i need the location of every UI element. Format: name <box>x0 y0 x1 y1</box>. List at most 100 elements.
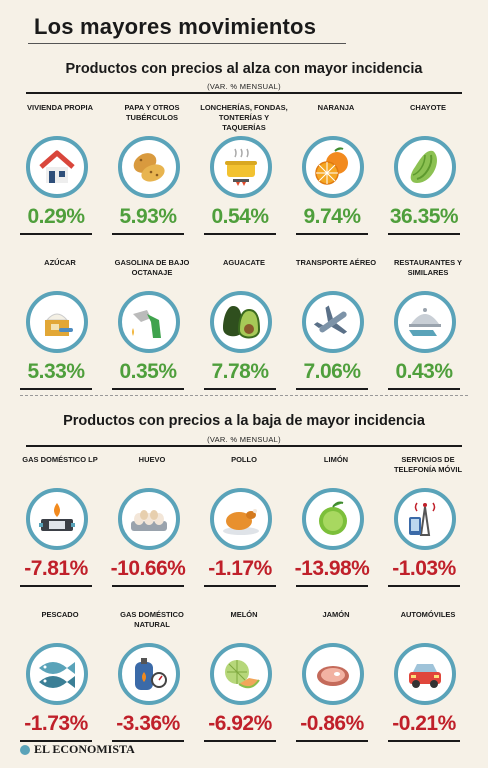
brand-name: EL ECONOMISTA <box>34 742 135 756</box>
eggs-icon <box>118 488 180 550</box>
value-underline <box>20 233 92 235</box>
item-value: 0.35% <box>119 360 177 383</box>
item-label: GAS DOMÉSTICO NATURAL <box>120 610 184 629</box>
fuel-nozzle-icon <box>118 291 180 353</box>
item-label: AUTOMÓVILES <box>400 610 456 619</box>
value-underline <box>112 233 184 235</box>
item-label: MELÓN <box>230 610 258 619</box>
down-item-pollo: POLLO -1.17% <box>198 455 290 610</box>
item-label: VIVIENDA PROPIA <box>27 103 93 112</box>
item-value: -1.17% <box>208 557 272 580</box>
down-item-gas-lp: GAS DOMÉSTICO LP -7.81% <box>14 455 106 610</box>
up-grid: VIVIENDA PROPIA 0.29% PAPA Y OTROS TUBÉR… <box>0 103 488 413</box>
value-underline <box>388 388 460 390</box>
item-label: LIMÓN <box>323 455 349 464</box>
value-underline <box>204 740 276 742</box>
melon-icon <box>210 643 272 705</box>
up-item-loncherias: LONCHERÍAS, FONDAS, TONTERÍAS Y TAQUERÍA… <box>198 103 290 258</box>
item-label: GASOLINA DE BAJO OCTANAJE <box>114 258 190 277</box>
item-value: -1.73% <box>24 712 88 735</box>
up-item-gasolina: GASOLINA DE BAJO OCTANAJE 0.35% <box>106 258 198 413</box>
down-item-huevo: HUEVO -10.66% <box>106 455 198 610</box>
item-label: HUEVO <box>138 455 166 464</box>
item-value: -7.81% <box>24 557 88 580</box>
section-divider <box>20 395 468 396</box>
up-heading: Productos con precios al alza con mayor … <box>65 61 423 77</box>
up-item-papa: PAPA Y OTROS TUBÉRCULOS 5.93% <box>106 103 198 258</box>
up-item-naranja: NARANJA 9.74% <box>290 103 382 258</box>
item-label: JAMÓN <box>322 610 350 619</box>
item-value: 7.78% <box>211 360 269 383</box>
up-rule <box>26 92 462 94</box>
value-underline <box>296 740 368 742</box>
value-underline <box>20 585 92 587</box>
item-value: 0.43% <box>395 360 453 383</box>
down-subheading: (VAR. % MENSUAL) <box>207 435 281 444</box>
up-item-restaurantes: RESTAURANTES Y SIMILARES 0.43% <box>382 258 474 413</box>
item-value: -3.36% <box>116 712 180 735</box>
value-underline <box>112 388 184 390</box>
value-underline <box>112 585 184 587</box>
item-value: 0.54% <box>211 205 269 228</box>
airplane-icon <box>302 291 364 353</box>
lime-icon <box>302 488 364 550</box>
item-label: CHAYOTE <box>410 103 446 112</box>
down-item-telefonia: SERVICIOS DE TELEFONÍA MÓVIL -1.03% <box>382 455 474 610</box>
value-underline <box>204 388 276 390</box>
up-item-azucar: AZÚCAR 5.33% <box>14 258 106 413</box>
up-item-aguacate: AGUACATE 7.78% <box>198 258 290 413</box>
down-item-automoviles: AUTOMÓVILES -0.21% <box>382 610 474 765</box>
cooking-pot-icon <box>210 136 272 198</box>
value-underline <box>204 233 276 235</box>
up-subheading: (VAR. % MENSUAL) <box>207 82 281 91</box>
item-value: -1.03% <box>392 557 456 580</box>
mobile-tower-icon <box>394 488 456 550</box>
item-value: 5.93% <box>119 205 177 228</box>
car-icon <box>394 643 456 705</box>
up-item-vivienda: VIVIENDA PROPIA 0.29% <box>14 103 106 258</box>
item-label: PAPA Y OTROS TUBÉRCULOS <box>124 103 180 122</box>
item-value: 0.29% <box>27 205 85 228</box>
house-icon <box>26 136 88 198</box>
chayote-icon <box>394 136 456 198</box>
down-heading: Productos con precios a la baja de mayor… <box>63 413 425 429</box>
item-value: 7.06% <box>303 360 361 383</box>
item-value: -0.21% <box>392 712 456 735</box>
gas-meter-icon <box>118 643 180 705</box>
value-underline <box>112 740 184 742</box>
down-grid: GAS DOMÉSTICO LP -7.81% HUEVO -10.66% PO… <box>0 455 488 765</box>
down-item-melon: MELÓN -6.92% <box>198 610 290 765</box>
potato-icon <box>118 136 180 198</box>
item-value: -13.98% <box>294 557 370 580</box>
item-label: TRANSPORTE AÉREO <box>295 258 377 267</box>
value-underline <box>20 740 92 742</box>
item-label: SERVICIOS DE TELEFONÍA MÓVIL <box>393 455 463 474</box>
down-item-limon: LIMÓN -13.98% <box>290 455 382 610</box>
down-item-pescado: PESCADO -1.73% <box>14 610 106 765</box>
avocado-icon <box>210 291 272 353</box>
item-label: AGUACATE <box>223 258 265 267</box>
gas-stove-icon <box>26 488 88 550</box>
item-label: RESTAURANTES Y SIMILARES <box>393 258 463 277</box>
globe-icon <box>20 744 30 755</box>
item-value: 36.35% <box>389 205 459 228</box>
value-underline <box>204 585 276 587</box>
up-item-chayote: CHAYOTE 36.35% <box>382 103 474 258</box>
down-item-jamon: JAMÓN -0.86% <box>290 610 382 765</box>
item-label: GAS DOMÉSTICO LP <box>22 455 98 464</box>
title-rule <box>28 43 346 44</box>
value-underline <box>296 233 368 235</box>
value-underline <box>388 585 460 587</box>
value-underline <box>388 233 460 235</box>
down-item-gas-natural: GAS DOMÉSTICO NATURAL -3.36% <box>106 610 198 765</box>
ham-icon <box>302 643 364 705</box>
fish-icon <box>26 643 88 705</box>
item-label: AZÚCAR <box>44 258 76 267</box>
value-underline <box>296 585 368 587</box>
item-value: -0.86% <box>300 712 364 735</box>
roast-chicken-icon <box>210 488 272 550</box>
sugar-icon <box>26 291 88 353</box>
item-value: -10.66% <box>110 557 186 580</box>
brand-logo: EL ECONOMISTA <box>20 742 135 757</box>
down-rule <box>26 445 462 447</box>
